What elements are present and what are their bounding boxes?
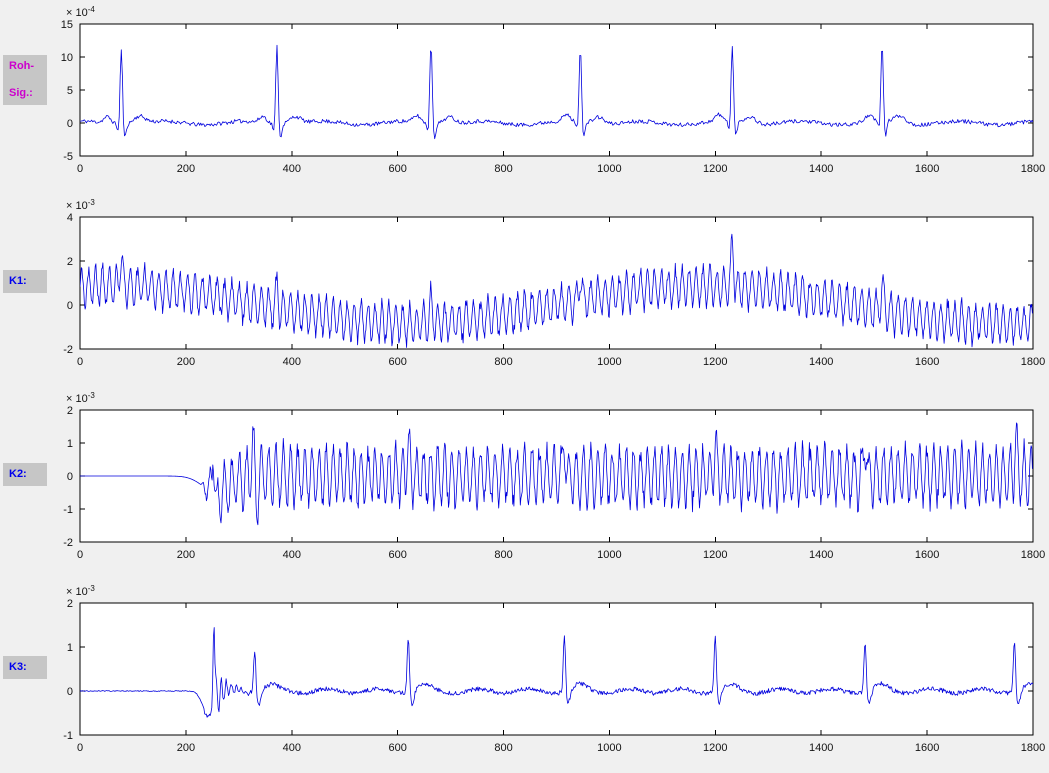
svg-text:600: 600 [389,163,407,175]
svg-text:1800: 1800 [1021,163,1045,175]
svg-text:200: 200 [177,356,195,368]
svg-text:400: 400 [283,742,301,754]
svg-text:800: 800 [494,549,512,561]
panel-k2: K2: 0 200 400 600 800 1000 1200 1400 1600 1800 -2 -… [0,386,1049,579]
svg-text:0: 0 [77,742,83,754]
svg-text:1400: 1400 [809,356,833,368]
k2-label-box: K2: [3,463,47,486]
svg-text:1000: 1000 [597,549,621,561]
svg-text:4: 4 [67,212,73,224]
svg-text:1000: 1000 [597,742,621,754]
svg-text:600: 600 [389,356,407,368]
roh-sig-label-line1: Roh- [9,60,35,72]
svg-text:15: 15 [61,19,73,31]
svg-text:1200: 1200 [703,549,727,561]
svg-text:2: 2 [67,405,73,417]
panel-k3: K3: 0 200 400 600 800 1000 1200 1400 1600 1800 -1 0… [0,579,1049,772]
svg-text:0: 0 [67,300,73,312]
roh-sig-label-box: Roh- Sig.: [3,55,47,105]
k2-plot: 0 200 400 600 800 1000 1200 1400 1600 1800 -2 -1 0 1 2… [63,391,1045,561]
svg-text:-1: -1 [63,730,73,742]
svg-text:800: 800 [494,356,512,368]
svg-text:1400: 1400 [809,163,833,175]
svg-text:-2: -2 [63,344,73,356]
k3-plot: 0 200 400 600 800 1000 1200 1400 1600 1800 -1 0 1 2× … [63,584,1045,754]
roh-sig-label-line2: Sig.: [9,87,33,99]
svg-text:0: 0 [77,549,83,561]
svg-text:400: 400 [283,163,301,175]
svg-text:2: 2 [67,598,73,610]
svg-text:5: 5 [67,85,73,97]
panel-roh-sig: Roh- Sig.: 0 200 400 600 800 1000 1200 1400 1600… [0,0,1049,193]
svg-text:1400: 1400 [809,549,833,561]
k1-label-box: K1: [3,270,47,293]
svg-text:400: 400 [283,356,301,368]
svg-text:200: 200 [177,163,195,175]
svg-text:800: 800 [494,742,512,754]
svg-text:10: 10 [61,52,73,64]
svg-text:1000: 1000 [597,163,621,175]
svg-text:1600: 1600 [915,549,939,561]
svg-text:400: 400 [283,549,301,561]
svg-text:1000: 1000 [597,356,621,368]
svg-text:0: 0 [67,118,73,130]
svg-text:200: 200 [177,549,195,561]
svg-text:1: 1 [67,438,73,450]
svg-text:-2: -2 [63,537,73,549]
svg-text:1800: 1800 [1021,356,1045,368]
svg-text:200: 200 [177,742,195,754]
svg-text:1600: 1600 [915,163,939,175]
svg-text:1800: 1800 [1021,549,1045,561]
svg-text:1200: 1200 [703,742,727,754]
svg-text:600: 600 [389,742,407,754]
svg-text:1800: 1800 [1021,742,1045,754]
svg-text:-5: -5 [63,151,73,163]
svg-text:0: 0 [67,471,73,483]
svg-text:800: 800 [494,163,512,175]
panel-k1: K1: 0 200 400 600 800 1000 1200 1400 1600 1800 -2 0… [0,193,1049,386]
svg-text:600: 600 [389,549,407,561]
svg-text:1200: 1200 [703,356,727,368]
k3-label-box: K3: [3,656,47,679]
svg-text:1600: 1600 [915,742,939,754]
svg-text:0: 0 [77,163,83,175]
svg-text:× 10-4: × 10-4 [66,5,95,19]
svg-text:0: 0 [67,686,73,698]
svg-text:1400: 1400 [809,742,833,754]
svg-text:× 10-3: × 10-3 [66,584,95,598]
svg-text:× 10-3: × 10-3 [66,198,95,212]
k1-label: K1: [9,275,27,287]
svg-text:× 10-3: × 10-3 [66,391,95,405]
svg-text:-1: -1 [63,504,73,516]
roh-sig-plot: 0 200 400 600 800 1000 1200 1400 1600 1800 -5 0 5 10 1… [61,5,1045,175]
svg-text:1600: 1600 [915,356,939,368]
k1-plot: 0 200 400 600 800 1000 1200 1400 1600 1800 -2 0 2 4× … [63,198,1045,368]
svg-text:2: 2 [67,256,73,268]
k3-label: K3: [9,661,27,673]
svg-text:1: 1 [67,642,73,654]
svg-text:0: 0 [77,356,83,368]
svg-text:1200: 1200 [703,163,727,175]
k2-label: K2: [9,468,27,480]
